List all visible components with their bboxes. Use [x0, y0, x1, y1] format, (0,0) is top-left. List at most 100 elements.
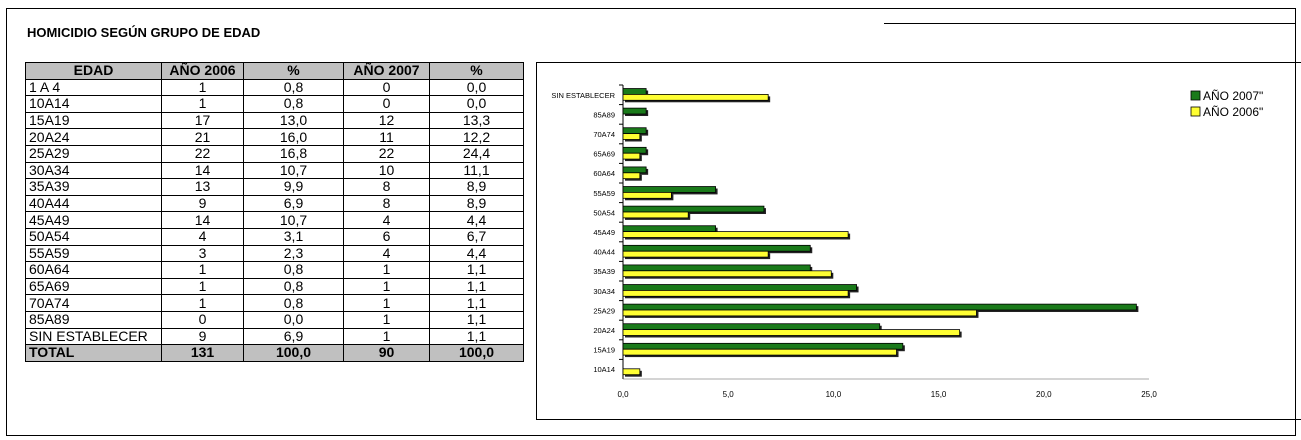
table-row: 50A54 4 3,1 6 6,7: [25, 227, 524, 246]
table-row: 25A29 22 16,8 22 24,4: [25, 144, 524, 163]
table-row: 30A34 14 10,7 10 11,1: [25, 161, 524, 180]
table-cell: 6,9: [243, 327, 344, 346]
table-row: 10A14 1 0,8 0 0,0: [25, 95, 524, 113]
table-cell: 12: [343, 111, 430, 130]
bar: [622, 186, 716, 193]
table-cell: 1: [161, 294, 244, 312]
legend-label: AÑO 2007": [1203, 89, 1263, 103]
table-cell: 8,9: [429, 194, 524, 213]
table-cell: 0: [161, 310, 244, 329]
bar: [622, 348, 897, 356]
table-row: 40A44 9 6,9 8 8,9: [25, 194, 524, 213]
table-row: 20A24 21 16,0 11 12,2: [25, 128, 524, 146]
table-cell: 1: [343, 261, 430, 279]
bar: [622, 244, 811, 252]
bar: [622, 107, 647, 115]
table-cell: 12,2: [429, 128, 524, 146]
bar: [622, 225, 716, 233]
y-tick-label: 85A89: [593, 110, 615, 119]
bar: [622, 303, 1137, 311]
table-row: SIN ESTABLECER 9 6,9 1 1,1: [25, 327, 524, 346]
table-row: 35A39 13 9,9 8 8,9: [25, 178, 524, 196]
table-body: 1 A 4 1 0,8 0 0,0 10A14 1 0,8 0 0,0 15A19 17 13,0 12 1…: [25, 78, 524, 362]
bar: [622, 329, 961, 336]
table-cell: 6,9: [243, 194, 344, 213]
table-cell: 85A89: [25, 310, 162, 329]
table-cell: 6: [343, 227, 430, 246]
bar: [622, 368, 641, 376]
table-cell: 11,1: [429, 161, 524, 180]
x-tick-label: 15,0: [931, 390, 947, 399]
table-cell: 0,0: [429, 78, 524, 97]
table-cell: 40A44: [25, 194, 162, 213]
y-tick-label: 45A49: [593, 228, 615, 237]
table-cell: 0,8: [243, 294, 344, 312]
table-cell: 21: [161, 128, 244, 146]
table-cell: 9,9: [243, 178, 344, 196]
legend-label: AÑO 2006": [1203, 105, 1263, 119]
table-cell: 0: [343, 78, 430, 97]
y-tick-label: 20A24: [593, 326, 615, 335]
table-cell: 1,1: [429, 310, 524, 329]
header-2006: AÑO 2006: [161, 62, 244, 80]
table-cell: 16,8: [243, 144, 344, 163]
table-cell: 25A29: [25, 144, 162, 163]
x-tick-label: 5,0: [723, 390, 735, 399]
table-cell: 16,0: [243, 128, 344, 146]
bar: [622, 152, 641, 160]
table-row: 15A19 17 13,0 12 13,3: [25, 111, 524, 130]
table-cell: 50A54: [25, 227, 162, 246]
table-cell: 3,1: [243, 227, 344, 246]
table-cell: 1,1: [429, 294, 524, 312]
table-cell: 0,8: [243, 277, 344, 296]
table-cell: 1: [161, 95, 244, 113]
table-cell: 10,7: [243, 211, 344, 229]
table-cell: 14: [161, 211, 244, 229]
bar: [622, 172, 641, 180]
table-cell: 1: [343, 277, 430, 296]
bar: [622, 146, 647, 154]
bar: [622, 127, 647, 135]
table-cell: 0: [343, 95, 430, 113]
table-cell: 13: [161, 178, 244, 196]
table-row: 85A89 0 0,0 1 1,1: [25, 310, 524, 329]
total-cell: 100,0: [243, 344, 344, 362]
table-cell: 0,8: [243, 78, 344, 97]
table-cell: 1,1: [429, 277, 524, 296]
table-cell: 22: [161, 144, 244, 163]
table-cell: 0,8: [243, 261, 344, 279]
table-row: 55A59 3 2,3 4 4,4: [25, 244, 524, 263]
sheet-frame: [6, 8, 1296, 436]
table-cell: 14: [161, 161, 244, 180]
bar: [622, 133, 641, 140]
data-table: EDAD AÑO 2006 % AÑO 2007 % 1 A 4 1 0,8 0 0,0…: [25, 62, 524, 362]
table-cell: 2,3: [243, 244, 344, 263]
total-cell: 131: [161, 344, 244, 362]
y-tick-label: 35A39: [593, 267, 615, 276]
table-cell: 1: [343, 310, 430, 329]
bar: [622, 250, 769, 258]
table-cell: 4,4: [429, 211, 524, 229]
bar: [622, 323, 881, 331]
table-row: 1 A 4 1 0,8 0 0,0: [25, 78, 524, 97]
table-cell: 0,0: [243, 310, 344, 329]
table-cell: 1: [343, 327, 430, 346]
table-cell: 15A19: [25, 111, 162, 130]
divider-line: [884, 23, 1296, 24]
table-cell: 22: [343, 144, 430, 163]
table-cell: 1 A 4: [25, 78, 162, 97]
table-cell: 1: [161, 261, 244, 279]
table-cell: 17: [161, 111, 244, 130]
table-cell: 65A69: [25, 277, 162, 296]
table-row: 45A49 14 10,7 4 4,4: [25, 211, 524, 229]
bar: [622, 264, 811, 272]
table-row: 70A74 1 0,8 1 1,1: [25, 294, 524, 312]
chart-area: 0,0 5,0 10,0 15,0 20,0 25,0 10A14 15A19 20A24 25A…: [536, 62, 1301, 420]
table-header-row: EDAD AÑO 2006 % AÑO 2007 %: [25, 62, 524, 80]
x-tick-label: 10,0: [826, 390, 842, 399]
page-title: HOMICIDIO SEGÚN GRUPO DE EDAD: [27, 25, 261, 40]
table-cell: 4,4: [429, 244, 524, 263]
table-cell: 55A59: [25, 244, 162, 263]
table-cell: 30A34: [25, 161, 162, 180]
total-cell: TOTAL: [25, 344, 162, 362]
